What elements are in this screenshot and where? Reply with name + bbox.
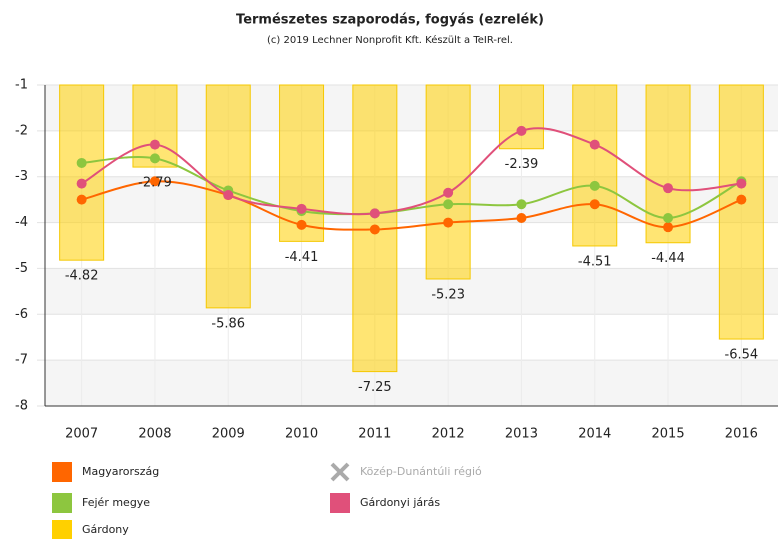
series-point <box>589 180 600 191</box>
x-tick-label: 2007 <box>65 427 98 442</box>
legend-item: Fejér megye <box>52 493 150 513</box>
series-point <box>736 194 747 205</box>
series-point <box>516 125 527 136</box>
data-label: -2.79 <box>138 176 172 191</box>
y-tick-label: -7 <box>15 353 28 368</box>
series-point <box>516 199 527 210</box>
legend-hidden-icon <box>330 462 350 482</box>
x-tick-label: 2010 <box>285 427 318 442</box>
data-label: -5.23 <box>431 287 465 302</box>
chart-subtitle: (c) 2019 Lechner Nonprofit Kft. Készült … <box>267 34 513 46</box>
series-point <box>516 212 527 223</box>
data-label: -4.51 <box>578 254 612 269</box>
data-label: -5.86 <box>211 316 245 331</box>
legend-label: Fejér megye <box>82 496 150 509</box>
series-point <box>589 139 600 150</box>
legend-label: Gárdonyi járás <box>360 496 440 509</box>
series-point <box>443 217 454 228</box>
data-label: -7.25 <box>358 380 392 395</box>
y-tick-label: -8 <box>15 399 28 414</box>
y-tick-label: -3 <box>15 169 28 184</box>
data-label: -4.44 <box>651 251 685 266</box>
bar <box>718 84 764 340</box>
grid-band <box>45 268 778 315</box>
data-label: -6.54 <box>725 348 759 363</box>
series-point <box>76 178 87 189</box>
x-tick-label: 2008 <box>138 427 171 442</box>
series-point <box>369 208 380 219</box>
legend-label: Magyarország <box>82 465 159 478</box>
series-point <box>443 187 454 198</box>
data-label: -4.82 <box>65 269 99 284</box>
x-tick-label: 2012 <box>432 427 465 442</box>
data-label: -2.39 <box>505 157 539 172</box>
legend-item: Magyarország <box>52 462 159 482</box>
legend-swatch <box>52 493 72 513</box>
bar <box>572 84 618 247</box>
y-tick-label: -6 <box>15 307 28 322</box>
series-point <box>663 222 674 233</box>
y-tick-label: -1 <box>15 78 28 93</box>
legend-item[interactable]: Közép-Dunántúli régió <box>330 462 482 482</box>
x-tick-label: 2014 <box>578 427 611 442</box>
legend-swatch <box>52 520 72 540</box>
series-line <box>81 180 742 231</box>
series-point <box>663 212 674 223</box>
series-point <box>76 157 87 168</box>
bar <box>645 84 691 244</box>
series-point <box>369 224 380 235</box>
x-tick-label: 2016 <box>725 427 758 442</box>
data-label: -4.41 <box>285 250 319 265</box>
series-point <box>149 176 160 187</box>
series-line <box>81 127 742 216</box>
legend-swatch <box>52 462 72 482</box>
series-point <box>296 219 307 230</box>
series-point <box>223 190 234 201</box>
x-tick-label: 2009 <box>212 427 245 442</box>
x-tick-label: 2011 <box>358 427 391 442</box>
series-point <box>149 153 160 164</box>
legend-label: Gárdony <box>82 523 129 536</box>
chart-title: Természetes szaporodás, fogyás (ezrelék) <box>236 13 544 28</box>
series-point <box>663 183 674 194</box>
legend-swatch <box>330 493 350 513</box>
bar <box>279 84 325 242</box>
series-point <box>149 139 160 150</box>
y-tick-label: -5 <box>15 261 28 276</box>
grid-band <box>45 360 778 406</box>
series-line <box>81 156 742 219</box>
series-point <box>76 194 87 205</box>
series-point <box>589 199 600 210</box>
legend-label: Közép-Dunántúli régió <box>360 465 482 478</box>
series-point <box>736 178 747 189</box>
x-tick-label: 2015 <box>652 427 685 442</box>
legend-item: Gárdony <box>52 520 129 540</box>
y-tick-label: -4 <box>15 215 28 230</box>
series-point <box>296 203 307 214</box>
x-tick-label: 2013 <box>505 427 538 442</box>
series-point <box>443 199 454 210</box>
y-tick-label: -2 <box>15 123 28 138</box>
legend-item: Gárdonyi járás <box>330 493 440 513</box>
